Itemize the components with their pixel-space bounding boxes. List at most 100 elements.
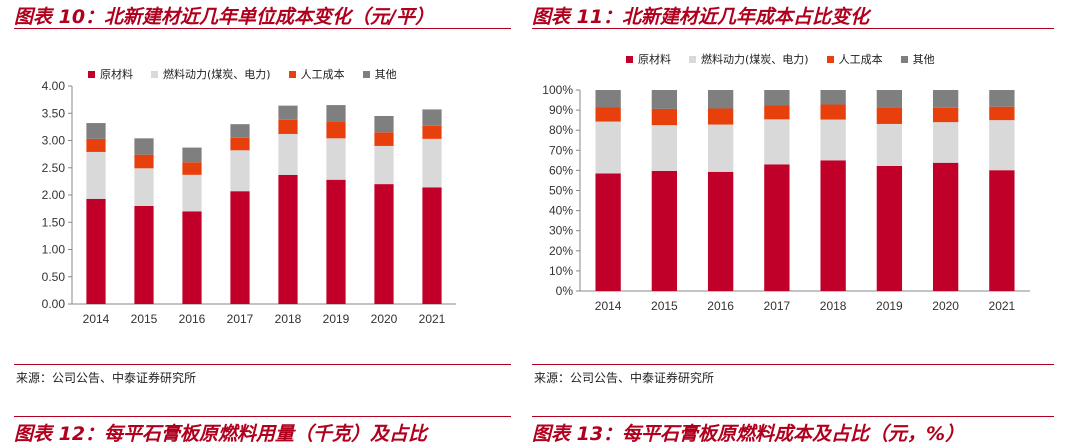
y-tick-label: 20% [549, 244, 573, 258]
legend-label-labor: 人工成本 [300, 68, 345, 81]
bar-raw-2018 [278, 174, 298, 304]
bar-fuel-2016 [182, 174, 202, 212]
bar-labor-2021 [422, 125, 442, 139]
legend-item-fuel: 燃料动力(煤炭、电力) [689, 51, 809, 67]
bar-labor-2017 [230, 137, 250, 151]
legend-swatch-other [362, 70, 370, 78]
y-tick-label: 0.50 [42, 270, 66, 284]
legend-item-raw: 原材料 [626, 51, 671, 67]
bar-labor-2014 [595, 107, 621, 122]
bar-other-2019 [876, 90, 903, 108]
figure-11-source: 来源：公司公告、中泰证券研究所 [534, 371, 715, 385]
x-tick-label: 2017 [227, 312, 254, 326]
bar-labor-2016 [182, 162, 202, 175]
bar-other-2014 [86, 123, 106, 139]
figure-13-title-rule [532, 416, 1054, 417]
y-tick-label: 60% [549, 163, 573, 177]
bar-fuel-2020 [932, 122, 959, 163]
x-tick-label: 2015 [651, 299, 678, 313]
x-tick-label: 2014 [595, 299, 622, 313]
chart-10-unit-cost: 0.00 0.50 1.00 1.50 2.00 2.50 3.00 3.50 4.00 2014… [42, 79, 456, 326]
bar-raw-2019 [326, 179, 346, 304]
y-tick-label: 1.00 [42, 243, 66, 257]
legend-label-fuel: 燃料动力(煤炭、电力) [163, 68, 271, 81]
bar-other-2017 [764, 90, 790, 106]
bar-labor-2019 [326, 121, 346, 139]
legend-label-other: 其他 [374, 68, 397, 81]
y-tick-label: 70% [549, 143, 573, 157]
bar-labor-2016 [707, 108, 734, 125]
bar-fuel-2020 [374, 145, 394, 185]
figure-10-source: 来源：公司公告、中泰证券研究所 [16, 371, 197, 385]
y-tick-label: 80% [549, 123, 573, 137]
legend-swatch-labor [826, 55, 834, 63]
figure-12-title: 图表 12：每平石膏板原燃料用量（千克）及占比 [14, 423, 428, 445]
bar-fuel-2014 [595, 121, 621, 174]
legend-label-fuel: 燃料动力(煤炭、电力) [701, 53, 809, 66]
y-tick-label: 4.00 [42, 79, 66, 93]
bar-fuel-2016 [707, 124, 734, 172]
y-tick-label: 40% [549, 204, 573, 218]
bar-labor-2018 [278, 119, 298, 134]
x-tick-label: 2021 [989, 299, 1016, 313]
bar-raw-2017 [230, 191, 250, 304]
bar-raw-2021 [989, 170, 1015, 291]
y-tick-label: 50% [549, 184, 573, 198]
x-tick-label: 2018 [820, 299, 847, 313]
legend-label-other: 其他 [912, 53, 935, 66]
figure-13-title: 图表 13：每平石膏板原燃料成本及占比（元，%） [532, 423, 965, 445]
legend-label-raw: 原材料 [100, 68, 133, 81]
bar-fuel-2021 [989, 120, 1015, 171]
x-tick-label: 2017 [764, 299, 791, 313]
y-tick-label: 1.50 [42, 215, 66, 229]
bar-fuel-2018 [278, 133, 298, 175]
y-tick-label: 0% [556, 284, 574, 298]
bar-raw-2019 [876, 165, 903, 291]
bar-raw-2020 [374, 184, 394, 304]
y-tick-label: 0.00 [42, 297, 66, 311]
legend-swatch-other [900, 55, 908, 63]
x-tick-label: 2020 [371, 312, 398, 326]
figure-11-title: 图表 11：北新建材近几年成本占比变化 [532, 6, 870, 28]
y-tick-label: 3.00 [42, 134, 66, 148]
x-tick-label: 2016 [707, 299, 734, 313]
bar-fuel-2017 [764, 119, 790, 165]
y-tick-label: 10% [549, 264, 573, 278]
bar-other-2016 [182, 147, 202, 163]
bar-raw-2021 [422, 187, 442, 304]
bar-other-2020 [932, 90, 959, 108]
legend-item-other: 其他 [900, 51, 935, 67]
x-tick-label: 2018 [275, 312, 302, 326]
chart-11-cost-share: 0% 10% 20% 30% 40% 50% 60% 70% 80% 90% 100% 2014 201… [542, 83, 1030, 313]
bar-raw-2014 [86, 198, 106, 304]
bar-other-2018 [278, 105, 298, 120]
bar-other-2017 [230, 124, 250, 138]
bar-raw-2018 [820, 160, 846, 291]
bar-labor-2018 [820, 104, 846, 120]
bar-raw-2016 [707, 171, 734, 291]
bar-fuel-2019 [326, 138, 346, 180]
bar-raw-2016 [182, 211, 202, 304]
bar-fuel-2021 [422, 138, 442, 188]
bar-fuel-2014 [86, 151, 106, 199]
bar-other-2015 [134, 138, 154, 155]
bar-other-2021 [422, 109, 442, 126]
bar-labor-2017 [764, 105, 790, 120]
bar-raw-2020 [932, 162, 959, 291]
bar-labor-2015 [651, 108, 678, 126]
chart-10-legend: 原材料 燃料动力(煤炭、电力) 人工成本 其他 [88, 66, 397, 82]
chart-11-legend: 原材料 燃料动力(煤炭、电力) 人工成本 其他 [626, 51, 935, 67]
bar-raw-2015 [651, 171, 678, 291]
x-tick-label: 2019 [876, 299, 903, 313]
figure-10-source-rule [14, 364, 511, 365]
y-tick-label: 2.50 [42, 161, 66, 175]
bar-other-2020 [374, 115, 394, 133]
bar-labor-2021 [989, 106, 1015, 121]
x-tick-label: 2021 [419, 312, 446, 326]
x-tick-label: 2015 [131, 312, 158, 326]
y-tick-label: 100% [542, 83, 573, 97]
bar-fuel-2018 [820, 119, 846, 161]
legend-swatch-fuel [689, 55, 696, 63]
figure-11-title-rule [532, 28, 1054, 29]
bar-fuel-2019 [876, 123, 903, 166]
